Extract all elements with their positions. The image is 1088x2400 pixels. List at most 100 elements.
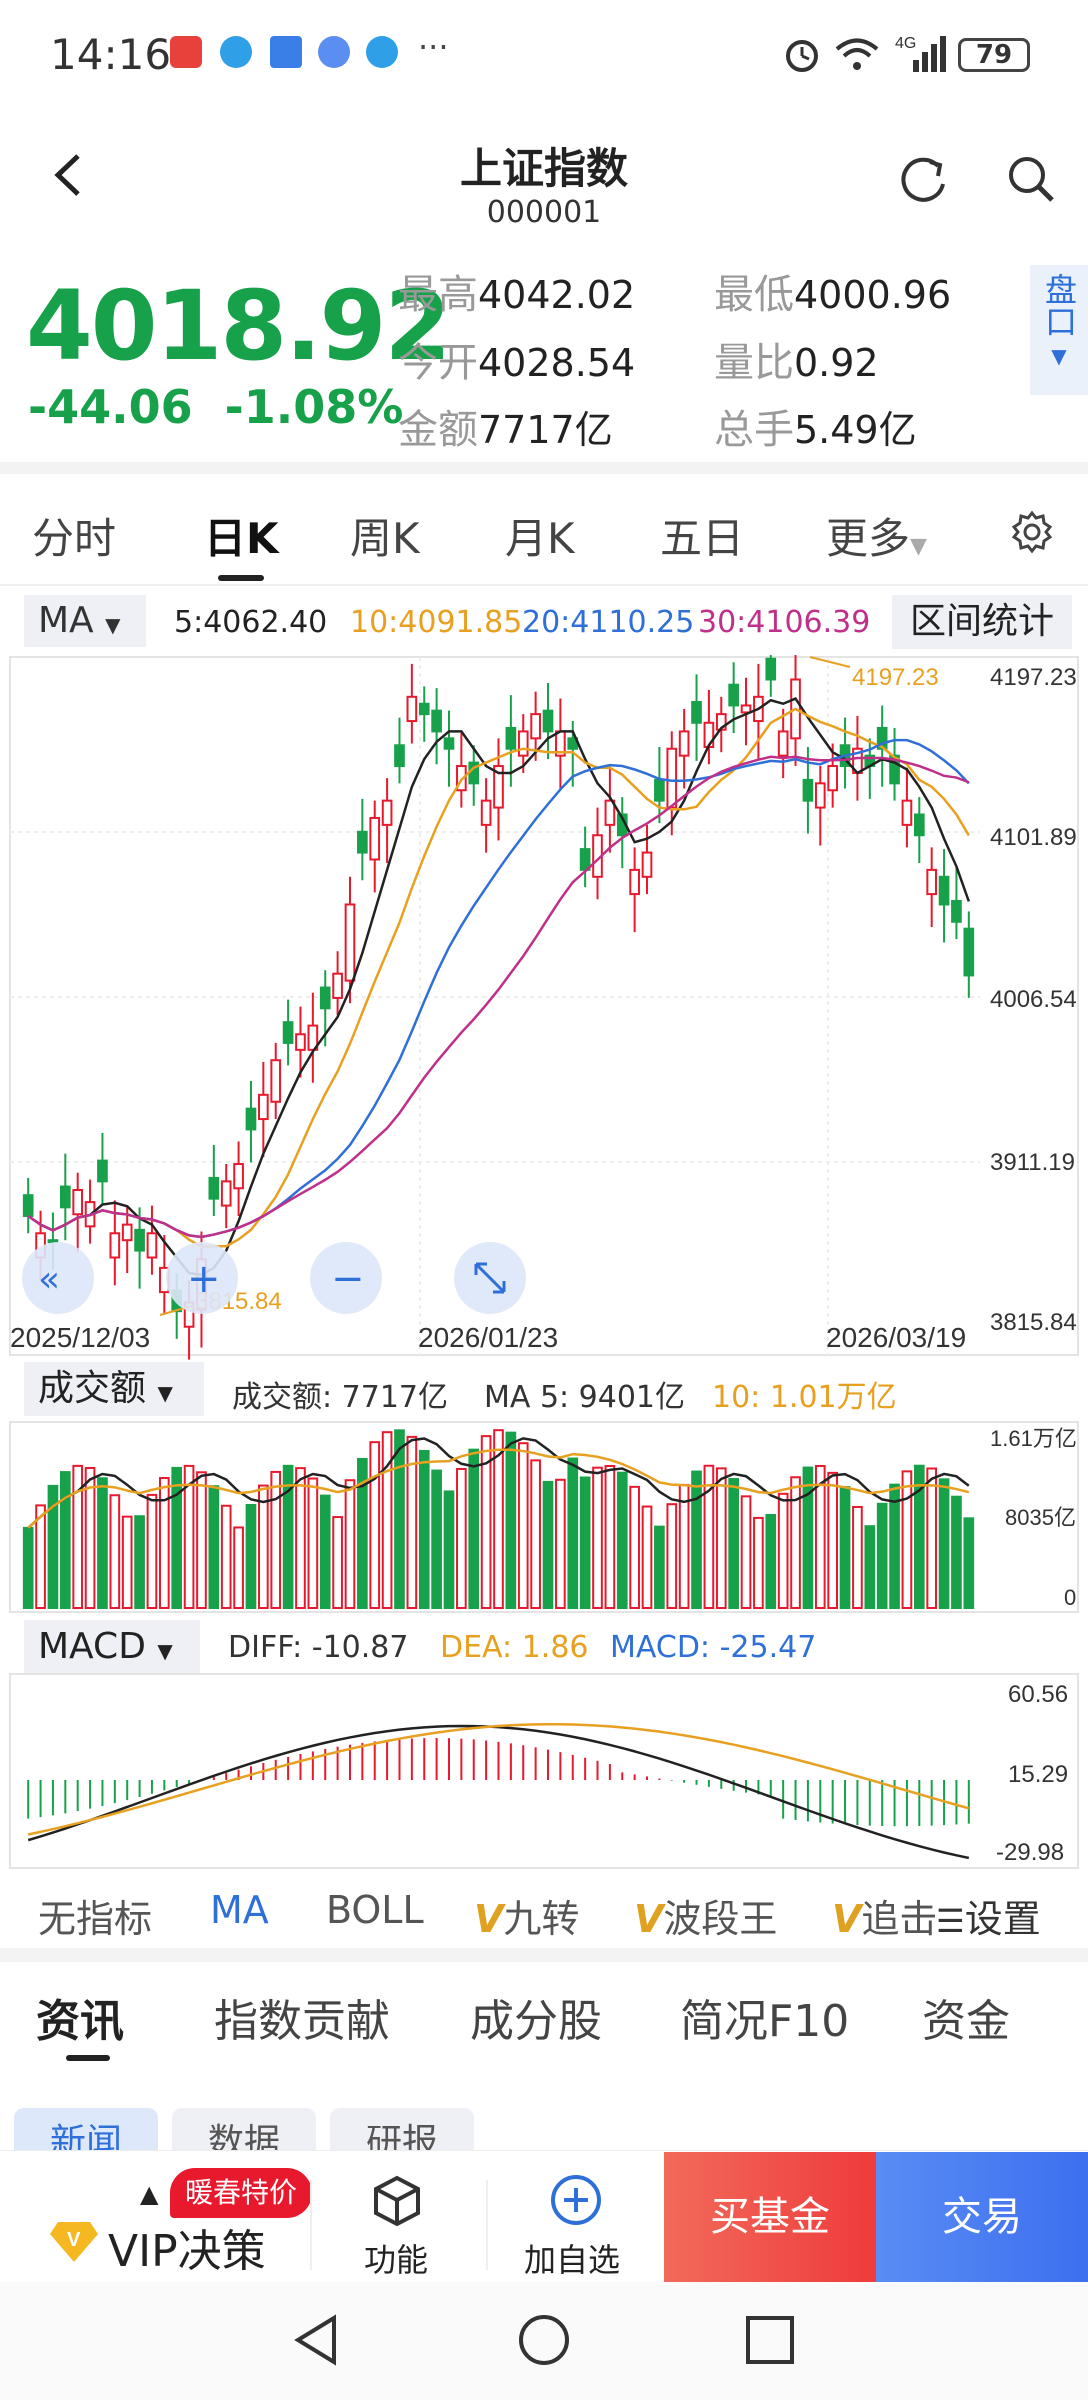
macd-lines xyxy=(27,1722,970,1860)
ind-tab-ma[interactable]: MA xyxy=(210,1888,269,1932)
ind-tab-zhuiji[interactable]: V追击 xyxy=(832,1897,938,1941)
macd-y-label-1: 60.56 xyxy=(1008,1681,1068,1708)
volume-bar xyxy=(357,1457,368,1609)
candle-body xyxy=(443,737,455,750)
ma-indicator-select[interactable]: MA ▼ xyxy=(24,595,146,647)
volume-bar xyxy=(530,1459,541,1609)
tab-more[interactable]: 更多▼ xyxy=(826,514,927,563)
ind-tab-boduanwang[interactable]: V波段王 xyxy=(634,1897,778,1941)
candle-body xyxy=(814,782,826,809)
candle-body xyxy=(208,1176,220,1200)
volume-bar xyxy=(480,1435,492,1610)
ma5-value: 5:4062.40 xyxy=(174,605,328,640)
volume-bar xyxy=(592,1466,603,1609)
back-icon[interactable] xyxy=(48,150,88,200)
divider xyxy=(0,1948,1088,1962)
refresh-icon[interactable] xyxy=(898,152,952,206)
tab-daily-k[interactable]: 日K xyxy=(204,514,279,563)
add-watchlist-button[interactable]: 加自选 xyxy=(524,2241,621,2279)
volume-bar xyxy=(431,1469,442,1609)
volume-bar xyxy=(555,1478,566,1609)
trade-button[interactable]: 交易 xyxy=(876,2152,1088,2282)
volume-bar xyxy=(641,1505,653,1609)
volume-ma-lines xyxy=(27,1437,970,1529)
pankou-button[interactable]: 盘口 ▼ xyxy=(1030,265,1088,395)
tab-news-info[interactable]: 资讯 xyxy=(36,1996,124,2047)
volume-bar xyxy=(307,1477,319,1610)
alarm-icon xyxy=(786,40,818,72)
nav-recents-icon[interactable] xyxy=(744,2314,796,2366)
fullscreen-button[interactable] xyxy=(454,1242,526,1314)
volume-chart: 1.61万亿 8035亿 0 xyxy=(9,1421,1079,1613)
svg-text:+: + xyxy=(187,1256,221,1302)
volume-bar xyxy=(876,1502,888,1609)
volume-bar xyxy=(715,1467,727,1610)
vip-decision-button[interactable]: VIP决策 xyxy=(108,2226,266,2277)
status-bar: 14:16 ··· 4G 79 xyxy=(0,0,1088,110)
tab-capital[interactable]: 资金 xyxy=(922,1996,1010,2047)
ind-settings-button[interactable]: ☰设置 xyxy=(936,1888,1041,1943)
tab-monthly-k[interactable]: 月K xyxy=(505,514,575,563)
search-icon[interactable] xyxy=(1004,152,1058,206)
candle-body xyxy=(517,730,529,757)
ind-tab-none[interactable]: 无指标 xyxy=(38,1897,153,1941)
notification-icon-2 xyxy=(366,36,398,68)
buy-fund-button[interactable]: 买基金 xyxy=(664,2152,876,2282)
range-stats-button[interactable]: 区间统计 xyxy=(892,595,1072,649)
volume-bar xyxy=(270,1470,282,1609)
candle-body xyxy=(740,704,752,714)
volume-bar xyxy=(777,1492,789,1609)
tab-constituents[interactable]: 成分股 xyxy=(470,1996,602,2047)
ind-tab-jiuzhuan[interactable]: V九转 xyxy=(474,1897,580,1941)
volume-bar xyxy=(158,1477,170,1609)
candle-body xyxy=(728,683,739,707)
tab-five-day[interactable]: 五日 xyxy=(660,514,745,563)
ma10-line xyxy=(27,707,970,1248)
signal-icon: 4G xyxy=(895,35,946,72)
scroll-left-button[interactable]: « xyxy=(22,1242,94,1314)
macd-chart: 60.56 15.29 -29.98 xyxy=(9,1673,1079,1869)
volume-bar xyxy=(84,1467,96,1609)
candle-body xyxy=(542,709,554,733)
candle-body xyxy=(220,1180,232,1207)
tab-intraday[interactable]: 分时 xyxy=(32,514,117,563)
volume-bar xyxy=(344,1479,356,1609)
volume-bar xyxy=(332,1516,343,1609)
tab-weekly-k[interactable]: 周K xyxy=(350,514,420,563)
tab-index-contribution[interactable]: 指数贡献 xyxy=(214,1996,390,2047)
candle-body xyxy=(109,1232,121,1259)
candle-body xyxy=(394,744,405,768)
candle-body xyxy=(270,1059,282,1103)
tab-profile-f10[interactable]: 简况F10 xyxy=(680,1996,850,2047)
volume-bar xyxy=(183,1464,195,1609)
volume-bar xyxy=(753,1516,764,1609)
candle-body xyxy=(629,868,640,896)
chart-settings-icon[interactable] xyxy=(1010,510,1054,554)
candle-body xyxy=(876,726,888,750)
promo-badge: 暖春特价 xyxy=(170,2168,312,2218)
volume-bar xyxy=(109,1494,121,1609)
volume-bar xyxy=(839,1486,851,1609)
volume-bar xyxy=(852,1505,863,1609)
nav-home-icon[interactable] xyxy=(516,2312,572,2368)
ind-tab-boll[interactable]: BOLL xyxy=(326,1888,424,1932)
volume-bar xyxy=(468,1448,480,1609)
zoom-out-button[interactable]: − xyxy=(310,1242,382,1314)
candle-body xyxy=(431,709,442,733)
candle-body xyxy=(641,851,653,878)
zoom-in-button[interactable]: + xyxy=(166,1242,238,1314)
candle-body xyxy=(406,695,418,723)
volume-indicator-select[interactable]: 成交额 ▼ xyxy=(24,1362,204,1416)
nav-back-icon[interactable] xyxy=(290,2312,342,2368)
candle-body xyxy=(381,799,393,826)
volume-bar xyxy=(629,1485,640,1609)
candle-body xyxy=(951,900,962,923)
volume-ma10: 10: 1.01万亿 xyxy=(712,1380,897,1415)
function-button[interactable]: 功能 xyxy=(364,2241,429,2279)
macd-indicator-select[interactable]: MACD ▼ xyxy=(24,1620,200,1674)
candle-body xyxy=(901,799,913,826)
candle-body xyxy=(282,1021,294,1044)
kline-chart[interactable]: 4197.23 4101.89 4006.54 3911.19 3815.84 … xyxy=(0,655,1088,1360)
macd-value: MACD: -25.47 xyxy=(610,1630,817,1665)
candle-body xyxy=(59,1185,71,1209)
